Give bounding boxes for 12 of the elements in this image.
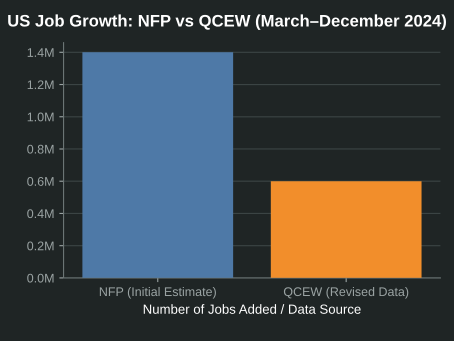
x-tick-label: NFP (Initial Estimate)	[100, 286, 216, 299]
y-tick-label: 1.2M	[28, 80, 54, 90]
y-tick-label: 0.2M	[27, 241, 54, 250]
y-tick-label: 1.0M	[28, 112, 54, 122]
y-tick-label: 1.4M	[28, 48, 54, 57]
y-tick-label: 0.4M	[27, 209, 54, 218]
chart-title: US Job Growth: NFP vs QCEW (March–December 2024)	[8, 14, 446, 30]
y-tick-label: 0.6M	[27, 177, 54, 186]
x-tick-label: QCEW (Revised Data)	[284, 286, 408, 299]
y-tick-label: 0.8M	[27, 144, 54, 154]
y-tick-label: 0.0M	[27, 274, 54, 283]
x-axis-title: Number of Jobs Added / Data Source	[144, 304, 361, 314]
